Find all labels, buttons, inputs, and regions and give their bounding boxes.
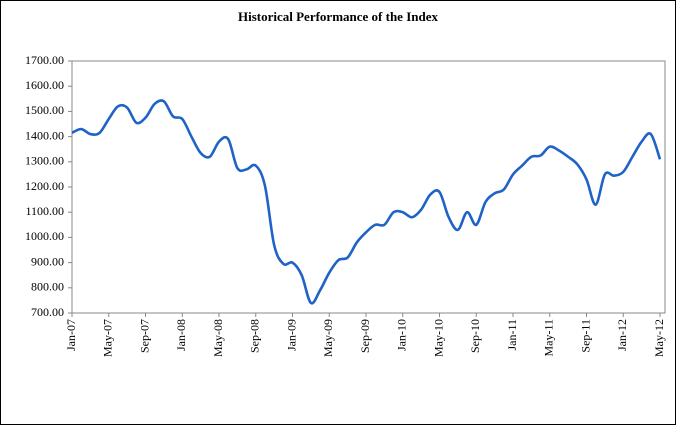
- x-tick-label: May-07: [101, 319, 115, 357]
- chart-title: Historical Performance of the Index: [238, 9, 439, 24]
- x-tick-label: Sep-08: [248, 319, 262, 353]
- x-tick-label: Jan-07: [64, 319, 78, 351]
- x-tick-label: Sep-11: [578, 319, 592, 353]
- x-tick-label: May-10: [431, 319, 445, 357]
- line: [71, 99, 662, 305]
- x-tick-label: Sep-09: [358, 319, 372, 353]
- y-tick-label: 800.00: [31, 280, 64, 294]
- x-tick-label: Jan-08: [174, 319, 188, 351]
- y-tick-label: 1400.00: [25, 128, 64, 142]
- x-tick-label: Jan-09: [284, 319, 298, 351]
- x-tick-label: May-09: [321, 319, 335, 357]
- y-tick-label: 1100.00: [25, 204, 64, 218]
- x-tick-label: Jan-12: [615, 319, 629, 351]
- y-tick-label: 1300.00: [25, 154, 64, 168]
- x-tick-label: May-12: [652, 319, 666, 357]
- x-tick-label: Jan-11: [505, 319, 519, 351]
- y-tick-label: 900.00: [31, 254, 64, 268]
- x-tick-label: Sep-10: [468, 319, 482, 353]
- x-tick-label: May-08: [211, 319, 225, 357]
- x-tick-label: May-11: [542, 319, 556, 357]
- y-tick-label: 1000.00: [25, 229, 64, 243]
- x-tick-label: Sep-07: [137, 319, 151, 353]
- y-tick-label: 1500.00: [25, 103, 64, 117]
- y-tick-label: 1600.00: [25, 78, 64, 92]
- y-tick-label: 1700.00: [25, 53, 64, 67]
- y-tick-label: 1200.00: [25, 179, 64, 193]
- x-tick-label: Jan-10: [395, 319, 409, 351]
- y-tick-label: 700.00: [31, 305, 64, 319]
